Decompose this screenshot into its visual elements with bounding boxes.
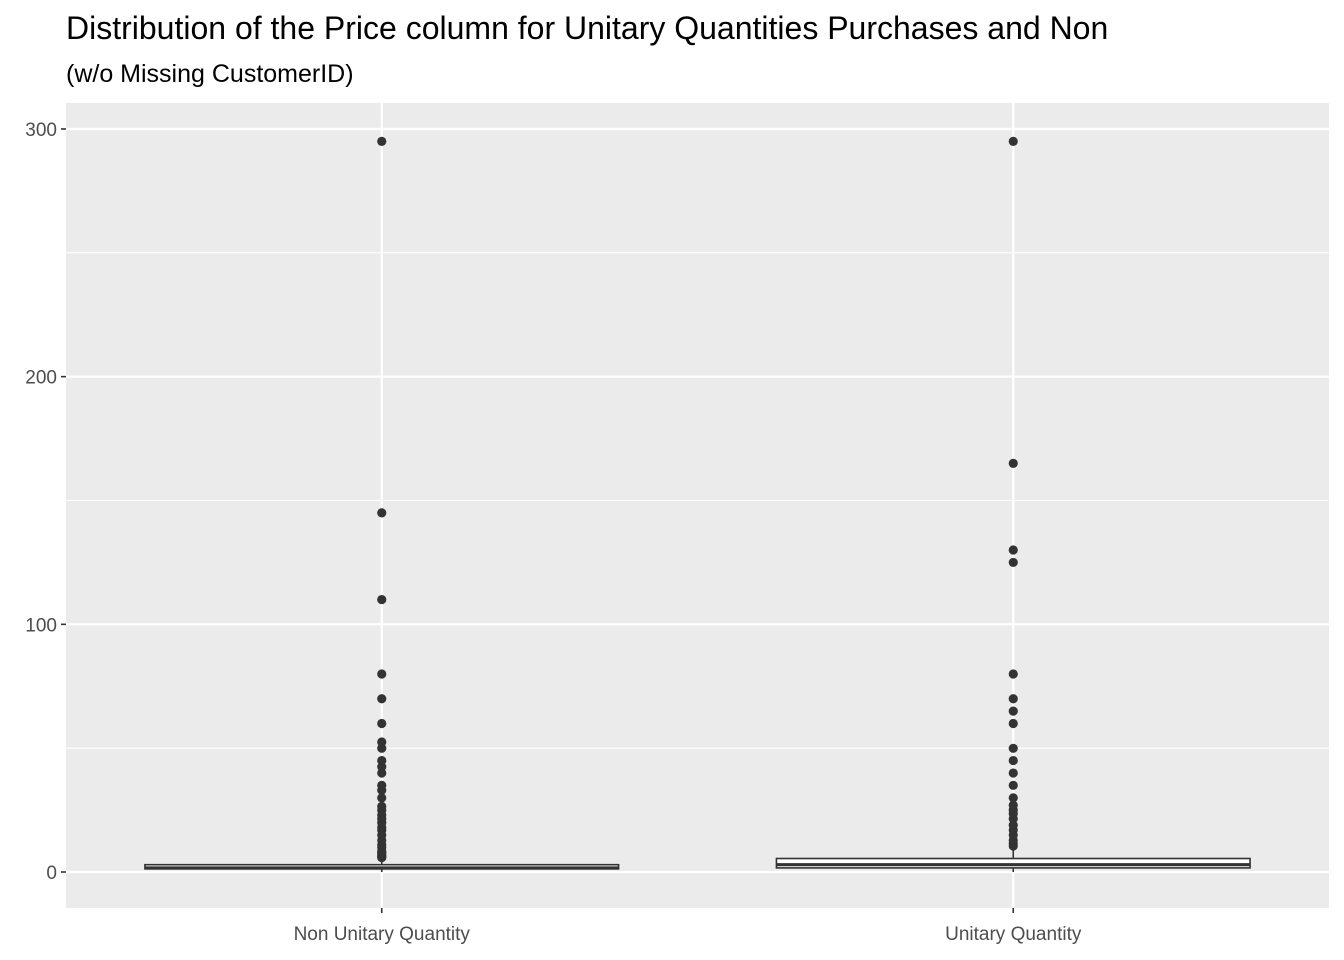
- outlier-point: [377, 768, 387, 778]
- y-tick-label: 200: [25, 368, 57, 389]
- x-tick-label: Unitary Quantity: [945, 924, 1082, 945]
- outlier-point: [1008, 800, 1018, 810]
- outlier-point: [377, 594, 387, 605]
- box-unitary-quantity: [775, 847, 1251, 872]
- outlier-point: [1008, 755, 1018, 766]
- outlier-point: [377, 737, 387, 747]
- outlier-point: [1008, 136, 1018, 146]
- outlier-point: [377, 793, 387, 803]
- outlier-point: [377, 136, 387, 146]
- outlier-point: [1008, 780, 1018, 790]
- outlier-point: [377, 718, 387, 729]
- outlier-point: [1008, 557, 1018, 568]
- y-tick-label: 300: [25, 120, 57, 141]
- chart-subtitle: (w/o Missing CustomerID): [66, 60, 354, 88]
- outlier-point: [1008, 743, 1018, 753]
- outlier-point: [377, 508, 387, 518]
- chart-title: Distribution of the Price column for Uni…: [66, 10, 1109, 46]
- outlier-point: [1008, 793, 1018, 803]
- outlier-point: [1008, 820, 1018, 830]
- outlier-point: [1008, 768, 1018, 778]
- outlier-point: [377, 743, 387, 753]
- outlier-point: [377, 755, 387, 766]
- outlier-point: [1008, 694, 1018, 704]
- outlier-point: [377, 780, 387, 790]
- outlier-point: [1008, 706, 1018, 716]
- outlier-point: [1008, 545, 1018, 555]
- outlier-point: [377, 669, 387, 679]
- outlier-points: [377, 136, 1018, 863]
- plot-panel: [66, 103, 1329, 908]
- outlier-point: [1008, 669, 1018, 679]
- box-series: [144, 847, 1251, 872]
- outlier-point: [377, 801, 387, 811]
- axes: 0 100 200 300 Non Unitary Quantity Unitary Qu…: [25, 120, 1082, 945]
- outlier-point: [377, 694, 387, 704]
- outlier-point: [1008, 458, 1018, 468]
- outlier-point: [1008, 718, 1018, 729]
- box-non-unitary-quantity: [144, 858, 620, 872]
- y-tick-label: 100: [25, 615, 57, 636]
- y-tick-label: 0: [46, 863, 57, 884]
- x-tick-label: Non Unitary Quantity: [294, 924, 471, 945]
